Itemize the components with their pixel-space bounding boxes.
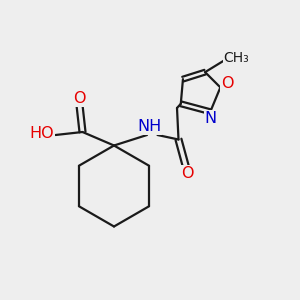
Text: O: O (181, 166, 194, 181)
Text: O: O (73, 91, 86, 106)
Text: HO: HO (30, 126, 54, 141)
Text: NH: NH (137, 119, 161, 134)
Text: O: O (221, 76, 233, 91)
Text: CH₃: CH₃ (224, 51, 249, 65)
Text: N: N (205, 111, 217, 126)
